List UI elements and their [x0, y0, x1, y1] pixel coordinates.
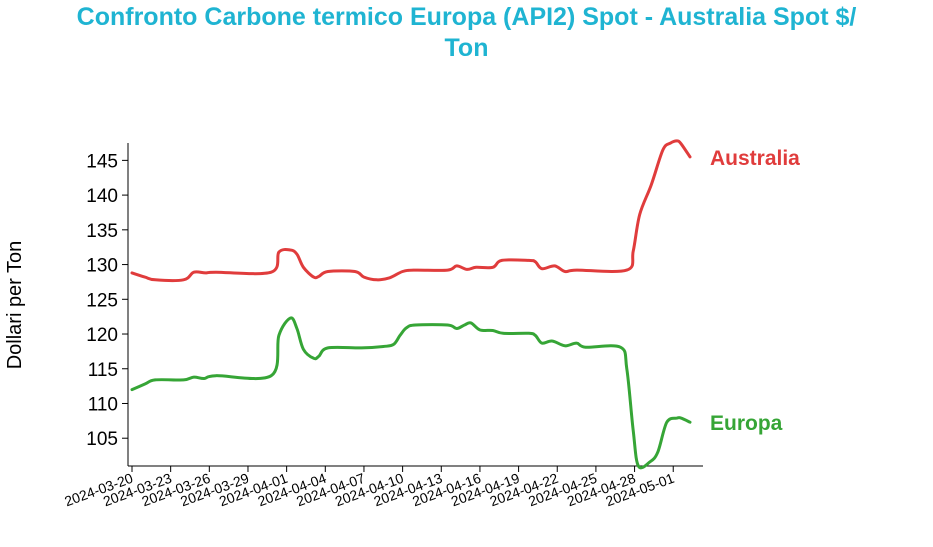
axes	[127, 143, 703, 467]
series-line-australia	[130, 139, 692, 283]
y-tick-label: 105	[86, 429, 118, 450]
series-labels: Australia Europa	[710, 147, 800, 435]
y-tick-label: 145	[86, 151, 118, 172]
y-tick-label: 115	[88, 360, 118, 381]
y-ticks: 105 110 115 120 125 130 135 140 145	[86, 151, 128, 450]
series-label-australia: Australia	[710, 147, 800, 170]
y-tick-label: 140	[86, 186, 118, 207]
y-tick-label: 120	[86, 325, 118, 346]
chart-title: Confronto Carbone termico Europa (API2) …	[0, 2, 933, 64]
y-tick-label: 130	[86, 256, 118, 277]
y-tick-label: 110	[88, 394, 118, 415]
series-label-europa: Europa	[710, 412, 783, 435]
chart-title-line-2: Ton	[444, 34, 489, 62]
y-axis-label: Dollari per Ton	[4, 241, 26, 370]
x-ticks: 2024-03-202024-03-232024-03-262024-03-29…	[62, 466, 676, 509]
y-tick-label: 125	[86, 290, 118, 311]
series-line-europa	[130, 316, 692, 470]
y-tick-label: 135	[86, 221, 118, 242]
chart-title-line-1: Confronto Carbone termico Europa (API2) …	[76, 3, 857, 31]
series-lines	[130, 139, 692, 470]
